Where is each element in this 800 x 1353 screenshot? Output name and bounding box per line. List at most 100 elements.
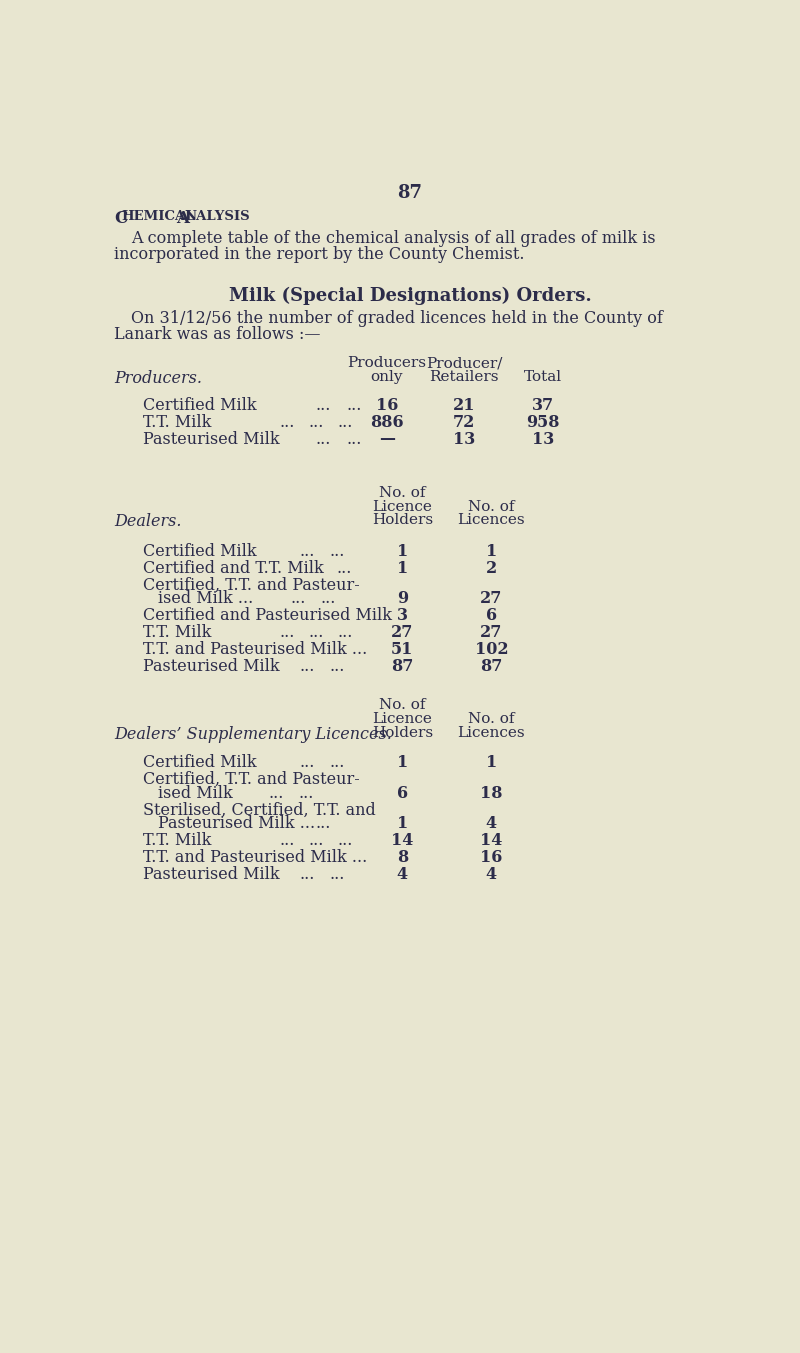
Text: 1: 1 bbox=[397, 543, 408, 560]
Text: ised Milk ...: ised Milk ... bbox=[158, 590, 254, 607]
Text: Lanark was as follows :—: Lanark was as follows :— bbox=[114, 326, 321, 344]
Text: A complete table of the chemical analysis of all grades of milk is: A complete table of the chemical analysi… bbox=[131, 230, 656, 248]
Text: Certified, T.T. and Pasteur-: Certified, T.T. and Pasteur- bbox=[142, 576, 359, 594]
Text: NALYSIS: NALYSIS bbox=[185, 210, 250, 223]
Text: Sterilised, Certified, T.T. and: Sterilised, Certified, T.T. and bbox=[142, 801, 375, 819]
Text: On 31/12/56 the number of graded licences held in the County of: On 31/12/56 the number of graded licence… bbox=[131, 310, 663, 327]
Text: ...: ... bbox=[338, 832, 354, 850]
Text: ...: ... bbox=[300, 866, 315, 884]
Text: Certified Milk: Certified Milk bbox=[142, 543, 256, 560]
Text: 16: 16 bbox=[480, 850, 502, 866]
Text: ...: ... bbox=[315, 432, 331, 448]
Text: Holders: Holders bbox=[372, 514, 433, 528]
Text: 4: 4 bbox=[486, 816, 497, 832]
Text: No. of: No. of bbox=[468, 499, 514, 514]
Text: ...: ... bbox=[279, 414, 294, 432]
Text: 1: 1 bbox=[397, 754, 408, 771]
Text: 1: 1 bbox=[397, 560, 408, 576]
Text: T.T. Milk: T.T. Milk bbox=[142, 414, 211, 432]
Text: Certified and Pasteurised Milk: Certified and Pasteurised Milk bbox=[142, 607, 392, 625]
Text: 16: 16 bbox=[375, 398, 398, 414]
Text: 27: 27 bbox=[480, 590, 502, 607]
Text: 8: 8 bbox=[397, 850, 408, 866]
Text: 72: 72 bbox=[453, 414, 475, 432]
Text: 4: 4 bbox=[397, 866, 408, 884]
Text: ...: ... bbox=[309, 624, 324, 641]
Text: 1: 1 bbox=[397, 816, 408, 832]
Text: ...: ... bbox=[346, 432, 362, 448]
Text: 13: 13 bbox=[453, 432, 475, 448]
Text: 2: 2 bbox=[486, 560, 497, 576]
Text: ...: ... bbox=[330, 754, 345, 771]
Text: Pasteurised Milk: Pasteurised Milk bbox=[142, 432, 279, 448]
Text: 14: 14 bbox=[391, 832, 414, 850]
Text: ...: ... bbox=[320, 590, 335, 607]
Text: T.T. Milk: T.T. Milk bbox=[142, 832, 211, 850]
Text: —: — bbox=[378, 432, 394, 448]
Text: ...: ... bbox=[330, 659, 345, 675]
Text: 37: 37 bbox=[532, 398, 554, 414]
Text: ...: ... bbox=[309, 832, 324, 850]
Text: ...: ... bbox=[279, 624, 294, 641]
Text: Licence: Licence bbox=[372, 712, 432, 727]
Text: ised Milk: ised Milk bbox=[158, 785, 233, 801]
Text: Pasteurised Milk: Pasteurised Milk bbox=[142, 866, 279, 884]
Text: Dealers.: Dealers. bbox=[114, 514, 182, 530]
Text: 1: 1 bbox=[486, 754, 497, 771]
Text: 3: 3 bbox=[397, 607, 408, 625]
Text: only: only bbox=[370, 371, 403, 384]
Text: Licences: Licences bbox=[458, 514, 525, 528]
Text: 87: 87 bbox=[391, 659, 414, 675]
Text: 958: 958 bbox=[526, 414, 560, 432]
Text: T.T. and Pasteurised Milk ...: T.T. and Pasteurised Milk ... bbox=[142, 850, 367, 866]
Text: Certified Milk: Certified Milk bbox=[142, 398, 256, 414]
Text: ...: ... bbox=[330, 543, 345, 560]
Text: 27: 27 bbox=[391, 624, 414, 641]
Text: C: C bbox=[114, 210, 127, 227]
Text: T.T. Milk: T.T. Milk bbox=[142, 624, 211, 641]
Text: ...: ... bbox=[338, 414, 354, 432]
Text: 14: 14 bbox=[480, 832, 502, 850]
Text: ...: ... bbox=[298, 785, 314, 801]
Text: 6: 6 bbox=[486, 607, 497, 625]
Text: Licences: Licences bbox=[458, 727, 525, 740]
Text: Licence: Licence bbox=[372, 499, 432, 514]
Text: No. of: No. of bbox=[379, 486, 426, 499]
Text: ...: ... bbox=[300, 659, 315, 675]
Text: Total: Total bbox=[524, 371, 562, 384]
Text: Producer/: Producer/ bbox=[426, 356, 502, 371]
Text: Holders: Holders bbox=[372, 727, 433, 740]
Text: Milk (Special Designations) Orders.: Milk (Special Designations) Orders. bbox=[229, 287, 591, 306]
Text: Certified, T.T. and Pasteur-: Certified, T.T. and Pasteur- bbox=[142, 771, 359, 787]
Text: Retailers: Retailers bbox=[430, 371, 499, 384]
Text: Dealers’ Supplementary Licences.: Dealers’ Supplementary Licences. bbox=[114, 727, 392, 743]
Text: No. of: No. of bbox=[379, 698, 426, 712]
Text: ...: ... bbox=[269, 785, 284, 801]
Text: 21: 21 bbox=[453, 398, 475, 414]
Text: 6: 6 bbox=[397, 785, 408, 801]
Text: 886: 886 bbox=[370, 414, 403, 432]
Text: ...: ... bbox=[346, 398, 362, 414]
Text: Pasteurised Milk: Pasteurised Milk bbox=[142, 659, 279, 675]
Text: ...: ... bbox=[338, 624, 354, 641]
Text: Pasteurised Milk ...: Pasteurised Milk ... bbox=[158, 816, 315, 832]
Text: Certified and T.T. Milk: Certified and T.T. Milk bbox=[142, 560, 323, 576]
Text: 18: 18 bbox=[480, 785, 502, 801]
Text: ...: ... bbox=[330, 866, 345, 884]
Text: ...: ... bbox=[300, 754, 315, 771]
Text: 102: 102 bbox=[474, 641, 508, 659]
Text: 27: 27 bbox=[480, 624, 502, 641]
Text: ...: ... bbox=[315, 398, 331, 414]
Text: HEMICAL: HEMICAL bbox=[121, 210, 194, 223]
Text: ...: ... bbox=[315, 816, 331, 832]
Text: 87: 87 bbox=[480, 659, 502, 675]
Text: 4: 4 bbox=[486, 866, 497, 884]
Text: 1: 1 bbox=[486, 543, 497, 560]
Text: ...: ... bbox=[309, 414, 324, 432]
Text: Producers: Producers bbox=[347, 356, 426, 371]
Text: ...: ... bbox=[336, 560, 352, 576]
Text: 87: 87 bbox=[398, 184, 422, 202]
Text: Producers.: Producers. bbox=[114, 371, 202, 387]
Text: ...: ... bbox=[290, 590, 306, 607]
Text: Certified Milk: Certified Milk bbox=[142, 754, 256, 771]
